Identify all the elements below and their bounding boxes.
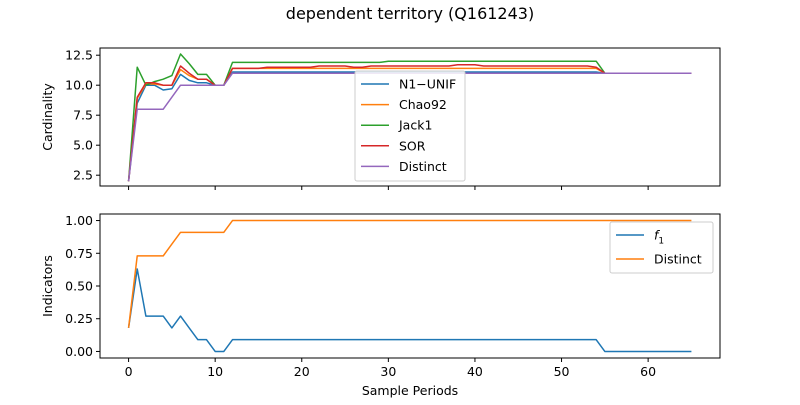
cardinality-y-tick-label: 5.0: [73, 138, 93, 153]
indicators-y-tick-label: 0.75: [65, 246, 93, 261]
cardinality-y-tick-label: 10.0: [65, 78, 93, 93]
indicators-series-group: [127, 219, 692, 353]
cardinality-legend-label-jack1: Jack1: [398, 118, 432, 133]
cardinality-legend-label-n1-unif: N1−UNIF: [399, 77, 456, 92]
cardinality-y-tick-label: 7.5: [73, 108, 93, 123]
indicators-x-tick-label: 40: [467, 364, 483, 379]
indicators-legend-label-f1: f1: [654, 228, 664, 247]
indicators-tick-group: 0 10 20 30 40 50 60 0.00 0.25 0.50 0.75 1.00: [65, 213, 656, 379]
indicators-x-tick-label: 60: [640, 364, 656, 379]
indicators-x-tick-label: 50: [554, 364, 570, 379]
indicators-series-line-f1: [127, 268, 692, 353]
indicators-y-tick-label: 1.00: [65, 213, 93, 228]
indicators-y-tick-label: 0.50: [65, 279, 93, 294]
indicators-legend: f1 Distinct: [609, 221, 714, 274]
cardinality-y-tick-label: 12.5: [65, 48, 93, 63]
cardinality-plot-frame: [99, 47, 721, 187]
cardinality-tick-group: 2.5 5.0 7.5 10.0 12.5: [65, 48, 649, 190]
cardinality-legend-label-sor: SOR: [399, 138, 426, 153]
indicators-legend-label-distinct: Distinct: [654, 252, 702, 267]
cardinality-legend-label-distinct: Distinct: [399, 159, 447, 174]
x-axis-label: Sample Periods: [362, 383, 458, 398]
cardinality-legend-box: [354, 70, 466, 182]
indicators-x-tick-label: 20: [294, 364, 310, 379]
indicators-x-tick-label: 0: [125, 364, 133, 379]
cardinality-panel: 2.5 5.0 7.5 10.0 12.5 Cardinality N1−UNIF Cha…: [40, 47, 721, 190]
cardinality-y-tick-label: 2.5: [73, 168, 93, 183]
indicators-y-tick-label: 0.00: [65, 344, 93, 359]
cardinality-legend: N1−UNIF Chao92 Jack1 SOR Distinct: [354, 70, 466, 182]
cardinality-y-axis-label: Cardinality: [40, 83, 55, 151]
indicators-y-tick-label: 0.25: [65, 311, 93, 326]
indicators-y-axis-label: Indicators: [40, 255, 55, 317]
indicators-panel: 0 10 20 30 40 50 60 0.00 0.25 0.50 0.75 1.00 Indica…: [40, 213, 721, 398]
indicators-x-tick-label: 30: [380, 364, 396, 379]
indicators-series-line-distinct: [127, 219, 692, 328]
figure-title: dependent territory (Q161243): [286, 4, 534, 23]
cardinality-legend-label-chao92: Chao92: [399, 97, 447, 112]
indicators-x-tick-label: 10: [207, 364, 223, 379]
